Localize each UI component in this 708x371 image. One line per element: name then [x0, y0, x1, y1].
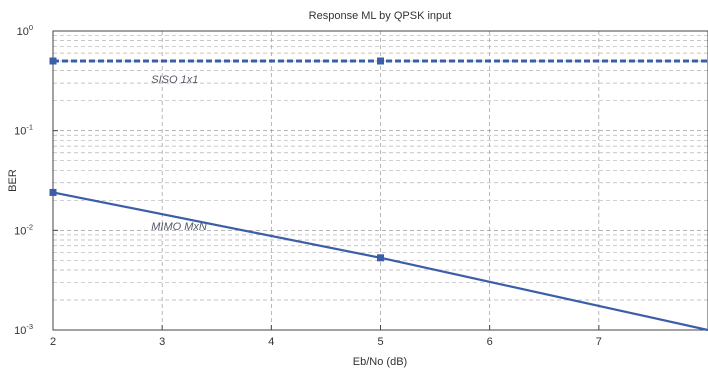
x-tick-label: 4: [268, 336, 274, 348]
series-annotation: SISO 1x1: [151, 74, 198, 86]
y-tick-label: 10-1: [14, 123, 33, 138]
x-tick-label: 2: [50, 336, 56, 348]
series-marker: [49, 188, 57, 196]
series-annotation: MIMO MxN: [151, 221, 207, 233]
series-marker: [377, 254, 384, 262]
y-axis-label: BER: [7, 169, 19, 192]
x-tick-label: 6: [487, 336, 493, 348]
y-tick-label: 100: [17, 23, 33, 38]
chart-title: Response ML by QPSK input: [309, 10, 452, 22]
y-tick-label: 10-2: [14, 222, 33, 237]
x-tick-label: 5: [377, 336, 383, 348]
x-axis-label: Eb/No (dB): [353, 356, 407, 368]
x-tick-label: 7: [596, 336, 602, 348]
axis-ticks: [52, 30, 600, 331]
grid: [53, 31, 708, 330]
series-marker: [377, 57, 384, 65]
series-marker: [49, 57, 57, 65]
text-labels: 2 3 4 5 6 7 100 10-1 10-2 10-3 SISO 1x1 MIMO MxN: [14, 23, 602, 348]
y-tick-label: 10-3: [14, 322, 33, 337]
series: [49, 57, 708, 332]
x-tick-label: 3: [159, 336, 165, 348]
